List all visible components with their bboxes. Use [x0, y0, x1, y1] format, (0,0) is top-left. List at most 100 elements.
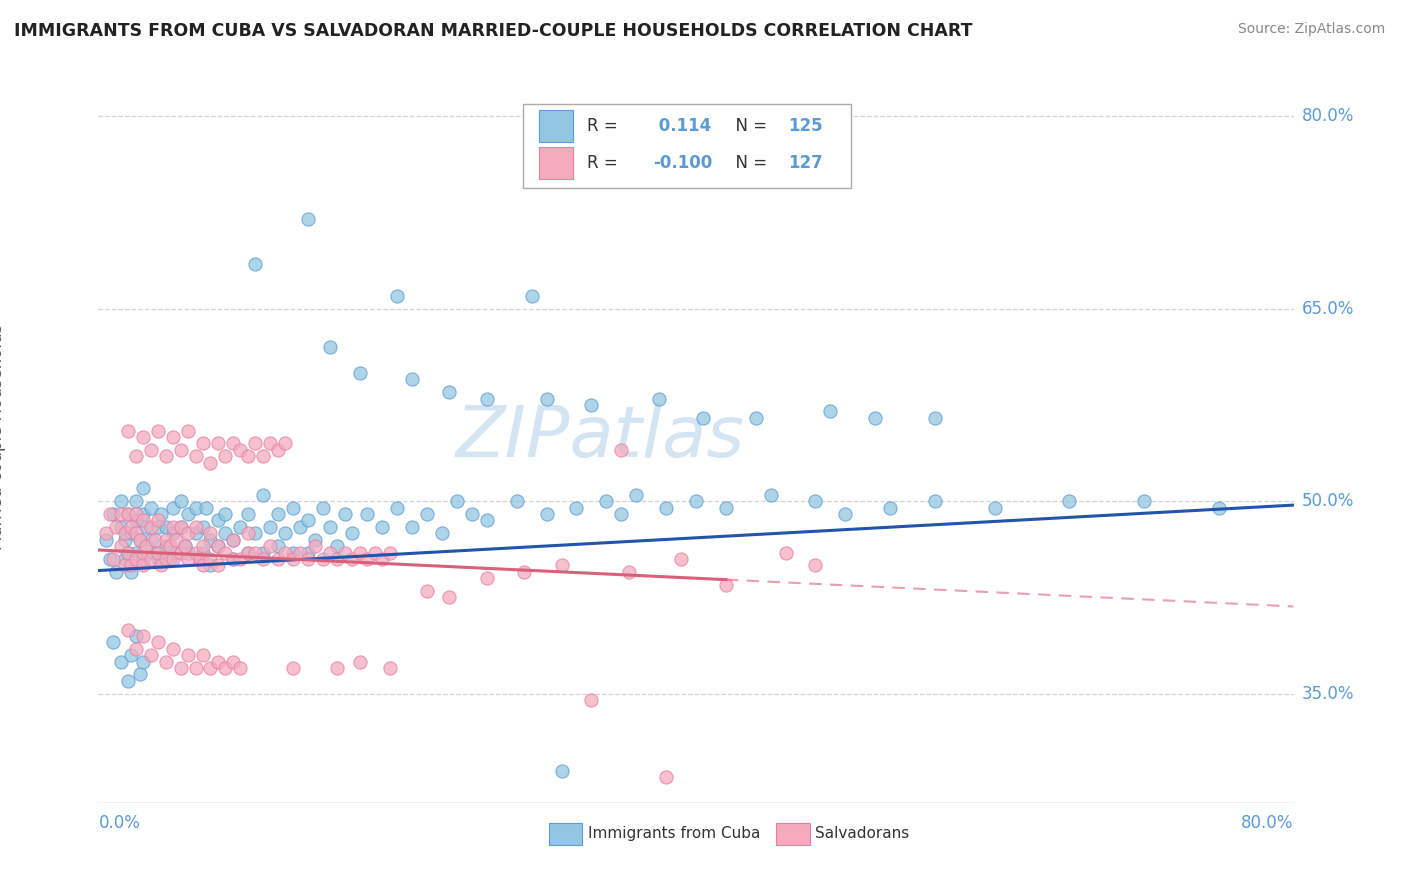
Point — [132, 430, 155, 444]
Point — [103, 552, 125, 566]
Point — [139, 552, 162, 566]
Text: 50.0%: 50.0% — [1302, 492, 1354, 510]
Point — [191, 648, 214, 663]
Text: Married-couple Households: Married-couple Households — [0, 324, 6, 550]
Point — [364, 545, 387, 559]
Point — [191, 520, 214, 534]
Point — [461, 507, 484, 521]
FancyBboxPatch shape — [540, 147, 572, 179]
Point — [117, 673, 139, 688]
Point — [188, 552, 211, 566]
Point — [162, 430, 184, 444]
Point — [349, 366, 371, 380]
Point — [333, 545, 356, 559]
Point — [105, 520, 128, 534]
Point — [297, 552, 319, 566]
Point — [177, 507, 200, 521]
Text: 0.114: 0.114 — [652, 117, 711, 136]
Point — [132, 507, 155, 521]
Point — [169, 661, 191, 675]
Point — [222, 436, 245, 450]
Point — [132, 558, 155, 573]
Point — [150, 507, 173, 521]
Text: N =: N = — [724, 117, 772, 136]
Point — [143, 533, 166, 547]
Text: 80.0%: 80.0% — [1302, 107, 1354, 125]
Point — [342, 526, 364, 541]
Point — [401, 372, 423, 386]
Point — [214, 545, 236, 559]
Point — [132, 655, 155, 669]
Point — [610, 507, 633, 521]
Point — [401, 520, 423, 534]
Point — [103, 635, 125, 649]
Point — [326, 539, 349, 553]
Point — [714, 577, 737, 591]
Point — [297, 514, 319, 528]
Point — [207, 539, 229, 553]
Point — [114, 552, 136, 566]
FancyBboxPatch shape — [523, 104, 852, 188]
Point — [155, 520, 177, 534]
Point — [820, 404, 842, 418]
Point — [439, 591, 461, 605]
Point — [236, 450, 259, 464]
Point — [834, 507, 856, 521]
Text: 80.0%: 80.0% — [1241, 814, 1294, 832]
Point — [177, 526, 200, 541]
Point — [245, 545, 267, 559]
Point — [132, 482, 155, 496]
Point — [207, 539, 229, 553]
Point — [297, 545, 319, 559]
Point — [110, 539, 132, 553]
Point — [245, 257, 267, 271]
Point — [177, 424, 200, 438]
Point — [236, 507, 259, 521]
Text: Salvadorans: Salvadorans — [815, 826, 910, 841]
Point — [430, 526, 453, 541]
Point — [207, 436, 229, 450]
Point — [214, 526, 236, 541]
Point — [200, 526, 222, 541]
Text: IMMIGRANTS FROM CUBA VS SALVADORAN MARRIED-COUPLE HOUSEHOLDS CORRELATION CHART: IMMIGRANTS FROM CUBA VS SALVADORAN MARRI… — [14, 22, 973, 40]
Point — [385, 500, 409, 515]
Point — [114, 558, 136, 573]
Point — [222, 552, 245, 566]
Point — [184, 520, 207, 534]
Point — [132, 514, 155, 528]
Point — [439, 385, 461, 400]
Text: 0.0%: 0.0% — [98, 814, 141, 832]
Point — [222, 552, 245, 566]
Point — [356, 507, 378, 521]
Point — [319, 520, 342, 534]
Point — [110, 520, 132, 534]
Point — [371, 520, 394, 534]
Point — [155, 450, 177, 464]
Point — [647, 392, 669, 406]
Point — [252, 450, 274, 464]
Point — [245, 436, 267, 450]
Point — [184, 500, 207, 515]
Point — [174, 539, 197, 553]
Text: R =: R = — [588, 117, 623, 136]
Point — [132, 545, 155, 559]
Point — [148, 514, 170, 528]
Point — [692, 410, 714, 425]
Point — [281, 545, 304, 559]
Point — [191, 558, 214, 573]
Point — [356, 552, 378, 566]
Text: ZIP​atlas: ZIP​atlas — [456, 402, 745, 472]
Point — [200, 558, 222, 573]
FancyBboxPatch shape — [540, 111, 572, 143]
Point — [103, 507, 125, 521]
Point — [159, 552, 181, 566]
Point — [129, 533, 152, 547]
Point — [550, 764, 572, 778]
Point — [924, 410, 946, 425]
Point — [236, 545, 259, 559]
Point — [148, 520, 170, 534]
Point — [288, 545, 311, 559]
Point — [120, 520, 142, 534]
Point — [162, 641, 184, 656]
Point — [626, 488, 648, 502]
